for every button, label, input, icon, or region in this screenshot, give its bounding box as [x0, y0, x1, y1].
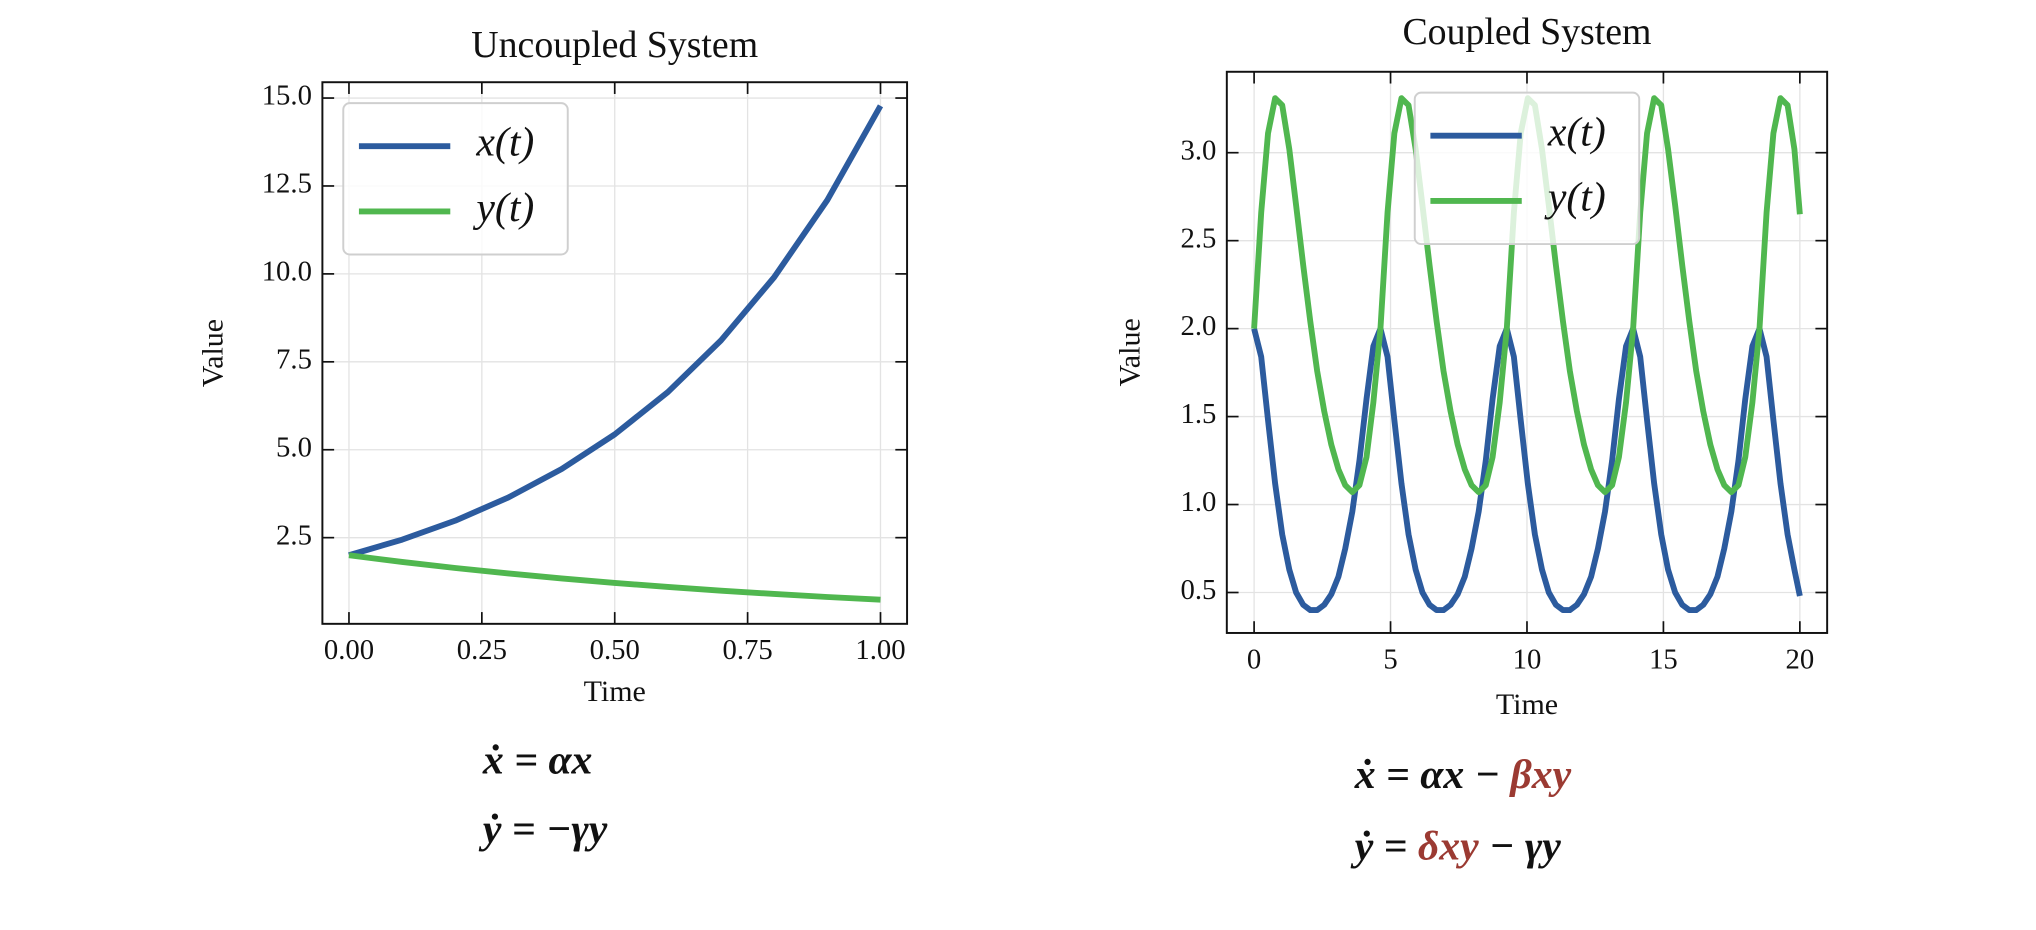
- y-tick-label: 15.0: [262, 80, 312, 112]
- axes-frame: [321, 81, 909, 625]
- x-tick-label: 0: [1247, 643, 1261, 675]
- legend-box: [342, 102, 569, 256]
- y-tick-label: 1.5: [1180, 398, 1216, 430]
- equation: ẏ = −γy: [478, 806, 608, 852]
- x-tick-label: 0.75: [722, 634, 772, 666]
- legend-box: [1413, 91, 1641, 246]
- data-line: [348, 552, 881, 603]
- data-line: [348, 104, 884, 559]
- equation-part: − γy: [1479, 823, 1562, 869]
- y-tick-label: 12.5: [262, 168, 312, 200]
- legend-label: x(t): [475, 120, 534, 166]
- equation: ẋ = αx: [482, 737, 593, 783]
- equation-part: ẋ = αx: [482, 737, 593, 783]
- y-tick-label: 2.5: [1180, 222, 1216, 254]
- legend-label: x(t): [1547, 109, 1606, 155]
- equation-part: ẏ = −γy: [478, 806, 608, 852]
- axes-frame: [1225, 70, 1829, 634]
- x-axis-label: Time: [1496, 688, 1558, 721]
- x-tick-label: 0.25: [457, 634, 507, 666]
- x-tick-label: 0.50: [590, 634, 640, 666]
- equation: ẏ = δxy − γy: [1350, 823, 1562, 869]
- y-tick-label: 1.0: [1180, 486, 1216, 518]
- chart-title: Coupled System: [1402, 11, 1651, 53]
- y-tick-label: 5.0: [276, 431, 312, 463]
- x-axis-label: Time: [584, 675, 646, 708]
- x-tick-label: 5: [1383, 643, 1397, 675]
- legend-label: y(t): [472, 185, 534, 231]
- x-tick-label: 15: [1649, 643, 1678, 675]
- x-tick-label: 20: [1786, 643, 1815, 675]
- y-axis-label: Value: [1114, 318, 1147, 386]
- y-axis-label: Value: [196, 319, 229, 387]
- y-tick-label: 10.0: [262, 255, 312, 287]
- equation: ẋ = αx − βxy: [1354, 751, 1572, 797]
- equation-part: δxy: [1418, 823, 1479, 869]
- y-tick-label: 7.5: [276, 343, 312, 375]
- equation-part: βxy: [1508, 751, 1571, 797]
- x-tick-label: 0.00: [324, 634, 374, 666]
- equation-part: ẋ = αx −: [1354, 751, 1511, 797]
- equation-part: ẏ =: [1350, 823, 1418, 869]
- x-tick-label: 10: [1513, 643, 1542, 675]
- data-line: [1251, 325, 1803, 614]
- y-tick-label: 2.0: [1180, 310, 1216, 342]
- y-tick-label: 2.5: [276, 519, 312, 551]
- x-tick-label: 1.00: [855, 634, 905, 666]
- chart-title: Uncoupled System: [471, 24, 758, 66]
- y-tick-label: 3.0: [1180, 134, 1216, 166]
- legend-label: y(t): [1544, 175, 1606, 221]
- y-tick-label: 0.5: [1180, 574, 1216, 606]
